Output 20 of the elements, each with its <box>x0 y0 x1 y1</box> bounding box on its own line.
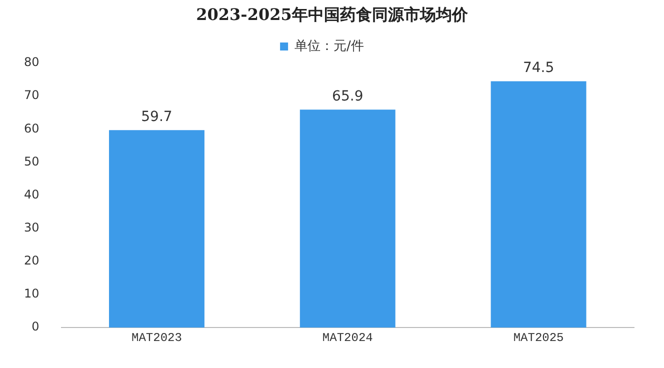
y-tick-label: 70 <box>24 88 40 102</box>
x-tick-label: MAT2025 <box>513 330 564 345</box>
x-tick-label: MAT2023 <box>132 330 182 345</box>
y-tick-label: 80 <box>24 55 40 70</box>
data-label: 59.7 <box>141 108 172 125</box>
data-label: 74.5 <box>522 60 554 76</box>
y-tick-label: 20 <box>24 254 40 268</box>
bar <box>300 110 396 328</box>
bar <box>490 81 586 328</box>
y-tick-label: 50 <box>24 154 40 168</box>
bar <box>108 130 204 328</box>
legend-label: 单位：元/件 <box>294 38 364 54</box>
chart-title: 2023-2025年中国药食同源市场均价 <box>195 4 469 26</box>
y-tick-label: 60 <box>24 121 40 136</box>
y-tick-label: 30 <box>24 220 40 234</box>
y-tick-label: 40 <box>24 187 40 202</box>
x-tick-label: MAT2024 <box>322 330 373 345</box>
y-tick-label: 0 <box>32 320 40 334</box>
y-tick-label: 10 <box>24 286 40 301</box>
data-label: 65.9 <box>332 88 364 104</box>
